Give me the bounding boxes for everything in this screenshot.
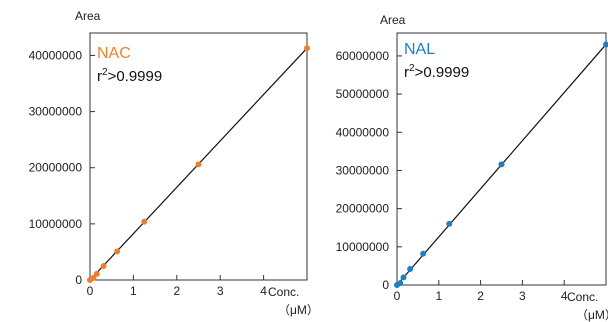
data-point bbox=[446, 220, 453, 227]
x-tick-label: 4 bbox=[260, 284, 267, 298]
series-name-label: NAC bbox=[97, 45, 131, 62]
data-point bbox=[400, 274, 407, 281]
chart-panel-1: 0 10000000 20000000 30000000 40000000 0 1 2 3 4 Ar… bbox=[29, 9, 319, 317]
x-tick-label: 4 bbox=[561, 289, 568, 303]
r-squared-label: r2>0.9999 bbox=[404, 63, 469, 81]
y-tick-label: 20000000 bbox=[29, 161, 83, 175]
y-tick-label: 30000000 bbox=[29, 105, 83, 119]
series-name-label: NAL bbox=[404, 41, 435, 58]
y-tick-label: 50000000 bbox=[336, 87, 390, 101]
data-point bbox=[498, 161, 505, 168]
data-point bbox=[141, 218, 148, 225]
y-tick-label: 10000000 bbox=[29, 217, 83, 231]
y-tick-label: 30000000 bbox=[336, 163, 390, 177]
x-tick-label: 1 bbox=[130, 284, 137, 298]
x-tick-label: 2 bbox=[477, 289, 484, 303]
data-point bbox=[397, 280, 404, 287]
r-squared-label: r2>0.9999 bbox=[97, 67, 162, 85]
y-tick-label: 10000000 bbox=[336, 240, 390, 254]
data-point bbox=[195, 161, 202, 168]
y-axis-label: Area bbox=[75, 9, 101, 23]
x-tick-label: 1 bbox=[435, 289, 442, 303]
y-axis-label: Area bbox=[380, 13, 406, 27]
data-point bbox=[90, 275, 97, 282]
y-tick-label: 0 bbox=[382, 278, 389, 292]
plot-frame bbox=[396, 32, 607, 286]
data-point bbox=[100, 262, 107, 269]
data-point bbox=[304, 45, 310, 52]
x-tick-label: 0 bbox=[87, 284, 94, 298]
y-tick-label: 60000000 bbox=[336, 49, 390, 63]
x-axis-unit: （μM） bbox=[278, 303, 319, 317]
data-point bbox=[603, 41, 608, 48]
data-point bbox=[93, 270, 100, 277]
y-tick-label: 40000000 bbox=[336, 125, 390, 139]
chart-panel-2: 0 10000000 20000000 30000000 40000000 5000000… bbox=[336, 13, 608, 322]
y-tick-label: 20000000 bbox=[336, 202, 390, 216]
x-axis-unit: （μM） bbox=[576, 308, 608, 322]
plot-frame bbox=[89, 32, 308, 281]
y-tick-label: 0 bbox=[75, 273, 82, 287]
data-point bbox=[114, 248, 121, 255]
x-tick-label: 2 bbox=[173, 284, 180, 298]
x-axis-label: Conc. bbox=[567, 290, 598, 304]
x-tick-label: 3 bbox=[519, 289, 526, 303]
data-point bbox=[420, 250, 427, 257]
x-tick-label: 0 bbox=[394, 289, 401, 303]
y-tick-label: 40000000 bbox=[29, 48, 83, 62]
x-axis-label: Conc. bbox=[268, 285, 299, 299]
data-point bbox=[407, 265, 414, 272]
x-tick-label: 3 bbox=[217, 284, 224, 298]
